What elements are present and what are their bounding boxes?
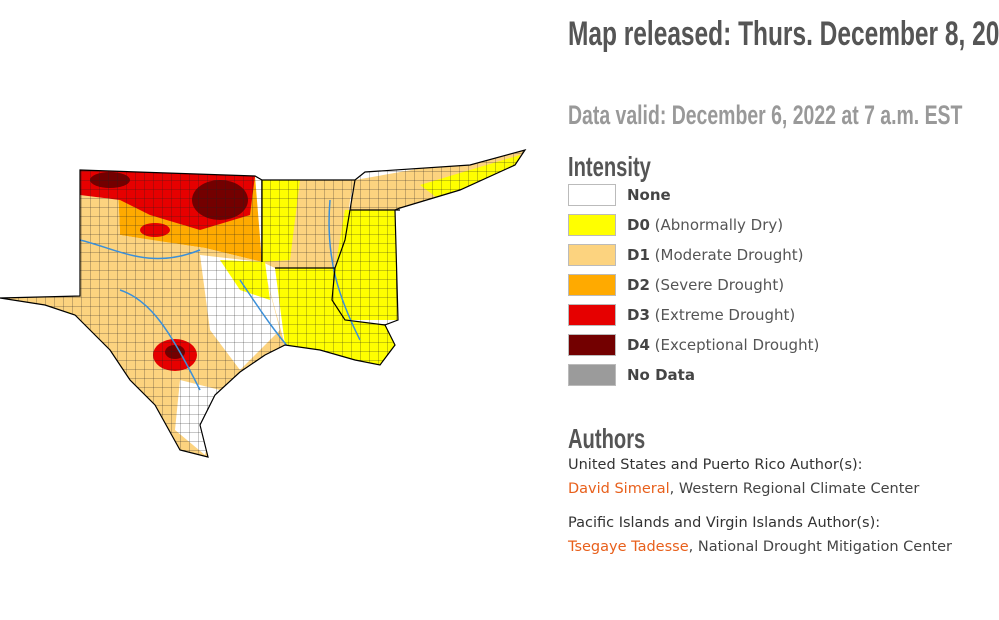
state-borders (261, 179, 400, 326)
subtitle: Data valid: December 6, 2022 at 7 a.m. E… (568, 100, 999, 131)
author-name[interactable]: David Simeral (568, 481, 670, 497)
legend-label: D1 (Moderate Drought) (627, 246, 803, 264)
legend-code: D4 (627, 336, 650, 354)
legend-code: None (627, 186, 671, 204)
legend-description: (Abnormally Dry) (654, 216, 784, 234)
author-heading: United States and Puerto Rico Author(s): (568, 457, 863, 473)
legend-description: (Severe Drought) (654, 276, 785, 294)
author-heading: Pacific Islands and Virgin Islands Autho… (568, 515, 881, 531)
drought-map (0, 149, 526, 458)
legend-label: None (627, 186, 671, 204)
legend-label: D2 (Severe Drought) (627, 276, 784, 294)
legend-code: D2 (627, 276, 650, 294)
author-affiliation: , Western Regional Climate Center (669, 481, 920, 497)
legend-title-text: Intensity (568, 151, 651, 182)
page: Map released: Thurs. December 8, 2022 Da… (0, 12, 999, 555)
author-name[interactable]: Tsegaye Tadesse (568, 539, 689, 555)
legend-swatch (568, 274, 616, 296)
legend-swatch (568, 184, 616, 206)
rivers (79, 199, 361, 391)
legend-code: D3 (627, 306, 650, 324)
legend-description: (Moderate Drought) (654, 246, 804, 264)
author-affiliation: , National Drought Mitigation Center (688, 539, 952, 555)
legend-description: (Extreme Drought) (654, 306, 796, 324)
legend-label: D0 (Abnormally Dry) (627, 216, 783, 234)
title: Map released: Thurs. December 8, 2022 (568, 12, 999, 56)
legend-title: Intensity (568, 150, 683, 183)
authors-title-text: Authors (568, 423, 646, 454)
subtitle-text: Data valid: December 6, 2022 at 7 a.m. E… (568, 100, 963, 130)
legend-label: No Data (627, 366, 695, 384)
authors-title: Authors (568, 422, 675, 455)
legend-swatch (568, 334, 616, 356)
legend-swatch (568, 214, 616, 236)
legend-swatch (568, 244, 616, 266)
legend-label: D3 (Extreme Drought) (627, 306, 795, 324)
west-d0 (30, 310, 75, 340)
legend-label: D4 (Exceptional Drought) (627, 336, 819, 354)
title-text: Map released: Thurs. December 8, 2022 (568, 15, 999, 53)
legend-code: No Data (627, 366, 695, 384)
author-line: David Simeral, Western Regional Climate … (568, 481, 919, 497)
legend-description: (Exceptional Drought) (654, 336, 820, 354)
legend-swatch (568, 364, 616, 386)
legend-code: D1 (627, 246, 650, 264)
legend-code: D0 (627, 216, 650, 234)
county-lines (0, 150, 525, 457)
author-line: Tsegaye Tadesse, National Drought Mitiga… (568, 539, 952, 555)
legend-swatch (568, 304, 616, 326)
